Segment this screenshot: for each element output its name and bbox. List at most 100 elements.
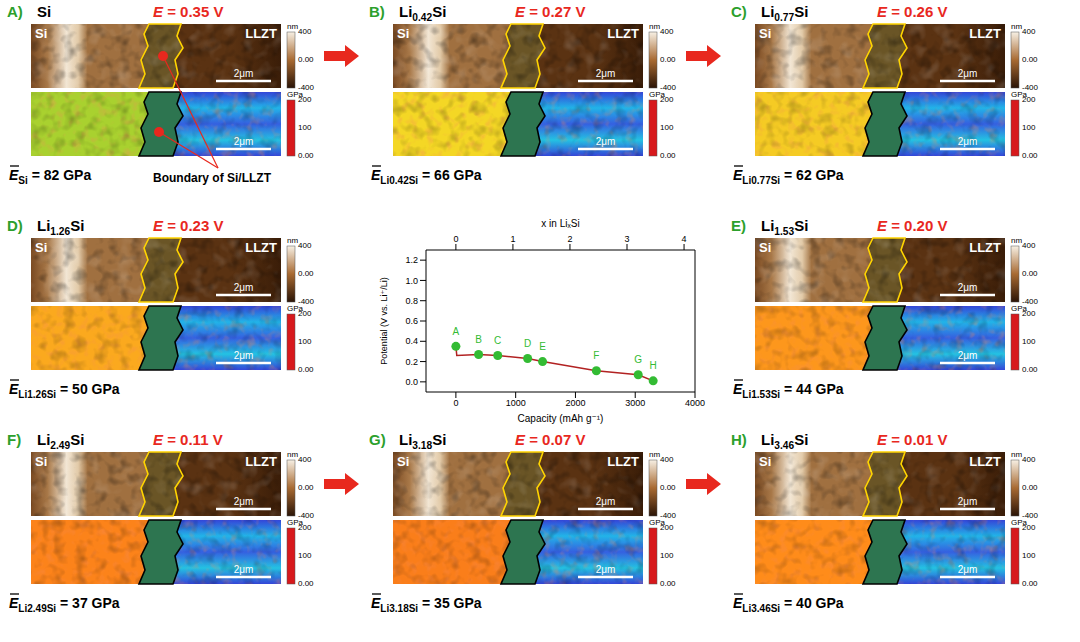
svg-text:0.00: 0.00 (1022, 269, 1038, 278)
svg-text:4: 4 (682, 234, 687, 244)
svg-text:200: 200 (1022, 309, 1036, 318)
svg-text:2μm: 2μm (596, 496, 616, 507)
svg-text:ESi = 82 GPa: ESi = 82 GPa (9, 167, 91, 186)
svg-text:nm: nm (287, 236, 298, 245)
svg-text:0.00: 0.00 (298, 55, 314, 64)
svg-text:0.00: 0.00 (660, 483, 676, 492)
svg-text:nm: nm (649, 22, 660, 31)
svg-text:0: 0 (453, 234, 458, 244)
svg-text:E = 0.11 V: E = 0.11 V (153, 431, 223, 448)
svg-text:400: 400 (660, 27, 674, 36)
svg-text:F: F (593, 350, 599, 361)
svg-text:LLZT: LLZT (607, 26, 639, 41)
svg-text:2000: 2000 (565, 398, 585, 408)
svg-text:LLZT: LLZT (969, 454, 1001, 469)
svg-text:100: 100 (298, 551, 312, 560)
svg-text:1000: 1000 (506, 398, 526, 408)
svg-text:LLZT: LLZT (245, 240, 277, 255)
svg-text:0.00: 0.00 (1022, 365, 1038, 374)
svg-text:nm: nm (1011, 450, 1022, 459)
svg-text:0.6: 0.6 (405, 316, 418, 326)
svg-text:2μm: 2μm (234, 496, 254, 507)
svg-text:LLZT: LLZT (969, 26, 1001, 41)
svg-text:2μm: 2μm (234, 136, 254, 147)
svg-text:E = 0.01 V: E = 0.01 V (877, 431, 947, 448)
svg-text:200: 200 (298, 309, 312, 318)
svg-text:LLZT: LLZT (245, 26, 277, 41)
svg-text:400: 400 (1022, 241, 1036, 250)
svg-text:ELi3.18Si = 35 GPa: ELi3.18Si = 35 GPa (371, 595, 482, 614)
svg-text:Si: Si (759, 240, 771, 255)
svg-text:0.00: 0.00 (1022, 579, 1038, 588)
svg-text:E = 0.23 V: E = 0.23 V (153, 217, 223, 234)
svg-text:2μm: 2μm (958, 282, 978, 293)
svg-text:E = 0.20 V: E = 0.20 V (877, 217, 947, 234)
svg-text:Capacity (mAh g⁻¹): Capacity (mAh g⁻¹) (518, 413, 604, 424)
svg-text:200: 200 (1022, 523, 1036, 532)
svg-text:2μm: 2μm (234, 350, 254, 361)
svg-text:200: 200 (660, 523, 674, 532)
svg-text:H: H (650, 360, 657, 371)
svg-text:0: 0 (453, 398, 458, 408)
svg-text:Si: Si (397, 454, 409, 469)
svg-text:2μm: 2μm (958, 136, 978, 147)
svg-text:4000: 4000 (685, 398, 705, 408)
svg-text:0.00: 0.00 (298, 579, 314, 588)
svg-text:0.00: 0.00 (660, 55, 676, 64)
svg-text:2μm: 2μm (234, 68, 254, 79)
svg-text:Li3.46Si: Li3.46Si (761, 431, 808, 451)
svg-text:0.00: 0.00 (1022, 55, 1038, 64)
svg-text:100: 100 (660, 123, 674, 132)
svg-text:2μm: 2μm (596, 68, 616, 79)
svg-text:Si: Si (759, 26, 771, 41)
svg-text:ELi1.53Si = 44 GPa: ELi1.53Si = 44 GPa (733, 381, 844, 400)
svg-text:C): C) (731, 3, 747, 20)
svg-text:400: 400 (1022, 27, 1036, 36)
svg-text:C: C (494, 335, 501, 346)
svg-text:200: 200 (1022, 95, 1036, 104)
svg-text:ELi2.49Si = 37 GPa: ELi2.49Si = 37 GPa (9, 595, 120, 614)
svg-text:2μm: 2μm (596, 136, 616, 147)
svg-text:Li2.49Si: Li2.49Si (37, 431, 84, 451)
svg-text:B: B (475, 334, 482, 345)
svg-text:Si: Si (759, 454, 771, 469)
svg-text:3: 3 (625, 234, 630, 244)
svg-text:1.0: 1.0 (405, 276, 418, 286)
svg-text:2μm: 2μm (596, 564, 616, 575)
svg-text:E): E) (731, 217, 746, 234)
svg-text:0.00: 0.00 (1022, 151, 1038, 160)
svg-text:G: G (634, 354, 642, 365)
svg-text:ELi3.46Si = 40 GPa: ELi3.46Si = 40 GPa (733, 595, 844, 614)
svg-text:Li0.42Si: Li0.42Si (399, 3, 446, 23)
svg-text:200: 200 (660, 95, 674, 104)
svg-text:ELi1.26Si = 50 GPa: ELi1.26Si = 50 GPa (9, 381, 120, 400)
svg-text:x in LiₓSi: x in LiₓSi (541, 218, 579, 229)
svg-text:E: E (539, 341, 546, 352)
svg-text:0.00: 0.00 (660, 151, 676, 160)
svg-text:0.00: 0.00 (1022, 483, 1038, 492)
svg-text:Si: Si (37, 3, 51, 20)
svg-text:2: 2 (567, 234, 572, 244)
svg-text:2μm: 2μm (958, 350, 978, 361)
svg-text:LLZT: LLZT (607, 454, 639, 469)
svg-text:B): B) (369, 3, 385, 20)
svg-text:2μm: 2μm (958, 564, 978, 575)
svg-text:0.00: 0.00 (298, 151, 314, 160)
svg-text:100: 100 (298, 337, 312, 346)
svg-text:nm: nm (1011, 22, 1022, 31)
svg-text:nm: nm (649, 450, 660, 459)
svg-text:Si: Si (35, 240, 47, 255)
svg-text:0.8: 0.8 (405, 296, 418, 306)
svg-text:0.0: 0.0 (405, 377, 418, 387)
svg-text:400: 400 (298, 241, 312, 250)
svg-text:3000: 3000 (625, 398, 645, 408)
svg-text:nm: nm (287, 22, 298, 31)
svg-text:E = 0.26 V: E = 0.26 V (877, 3, 947, 20)
svg-text:400: 400 (298, 27, 312, 36)
svg-text:2μm: 2μm (958, 496, 978, 507)
svg-text:1: 1 (510, 234, 515, 244)
svg-text:0.00: 0.00 (298, 365, 314, 374)
svg-text:D): D) (7, 217, 23, 234)
svg-text:H): H) (731, 431, 747, 448)
svg-text:ELi0.77Si = 62 GPa: ELi0.77Si = 62 GPa (733, 167, 844, 186)
